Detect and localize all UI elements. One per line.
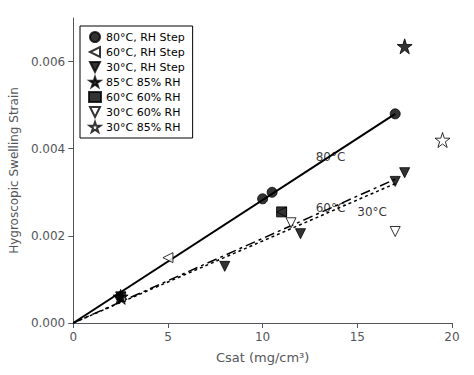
- svg-text:80°C: 80°C: [316, 150, 346, 164]
- svg-text:30°C: 30°C: [357, 205, 387, 219]
- svg-text:Hygroscopic Swelling Strain: Hygroscopic Swelling Strain: [7, 87, 21, 254]
- svg-text:60°C, RH Step: 60°C, RH Step: [106, 46, 185, 59]
- svg-text:0.000: 0.000: [31, 316, 65, 330]
- svg-text:30°C 85% RH: 30°C 85% RH: [106, 121, 181, 134]
- svg-text:60°C: 60°C: [316, 201, 346, 215]
- svg-text:Csat (mg/cm³): Csat (mg/cm³): [216, 350, 310, 365]
- svg-text:0: 0: [69, 330, 77, 344]
- svg-text:60°C 60% RH: 60°C 60% RH: [106, 91, 181, 104]
- svg-text:20: 20: [444, 330, 459, 344]
- svg-text:30°C 60% RH: 30°C 60% RH: [106, 106, 181, 119]
- svg-text:10: 10: [255, 330, 270, 344]
- svg-text:30°C, RH Step: 30°C, RH Step: [106, 61, 185, 74]
- svg-text:80°C, RH Step: 80°C, RH Step: [106, 31, 185, 44]
- svg-text:0.002: 0.002: [31, 229, 65, 243]
- svg-text:85°C 85% RH: 85°C 85% RH: [106, 76, 181, 89]
- svg-text:5: 5: [164, 330, 172, 344]
- svg-text:0.004: 0.004: [31, 142, 65, 156]
- svg-text:15: 15: [350, 330, 365, 344]
- svg-text:0.006: 0.006: [31, 55, 65, 69]
